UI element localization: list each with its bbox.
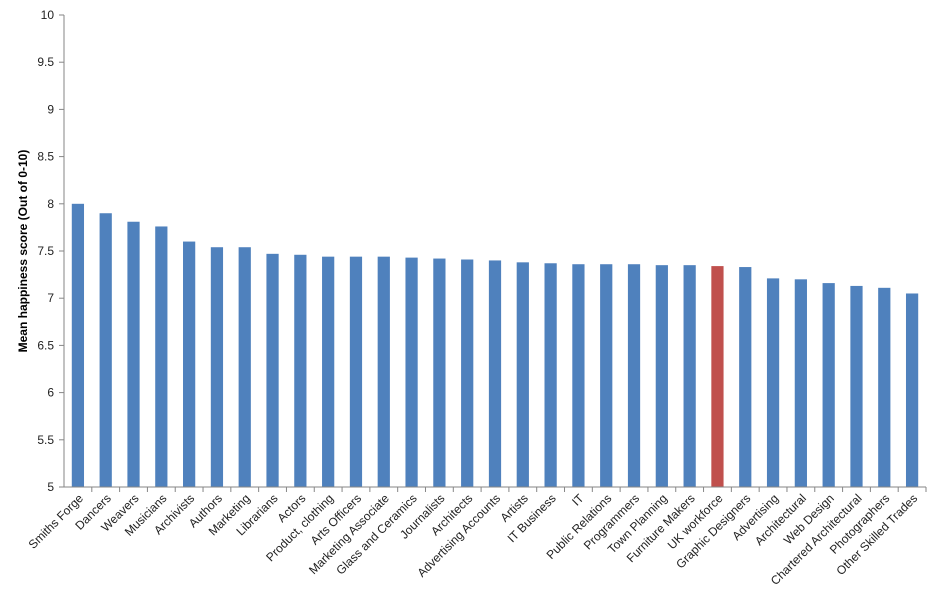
bar — [905, 293, 919, 487]
bar — [544, 263, 557, 487]
y-tick-label: 7.5 — [37, 244, 54, 258]
bar — [377, 256, 390, 487]
bar — [766, 278, 780, 487]
bar — [210, 247, 224, 487]
bar — [572, 264, 585, 487]
bar — [822, 283, 835, 487]
x-tick-label: IT — [569, 491, 587, 509]
bar — [155, 226, 168, 487]
bar — [516, 262, 529, 487]
bar — [322, 256, 335, 487]
bars — [71, 203, 919, 488]
bar — [99, 213, 112, 488]
y-axis: 5 5.5 6 6.5 7 7.5 8 8.5 9 9.5 10 — [37, 8, 65, 494]
bar — [405, 257, 418, 487]
y-tick-label: 6.5 — [37, 338, 54, 352]
y-tick-label: 8.5 — [37, 150, 54, 164]
bar — [711, 266, 724, 487]
bar — [600, 264, 613, 487]
bar — [433, 258, 446, 487]
bar — [683, 265, 696, 487]
y-tick-label: 6 — [47, 386, 54, 400]
bar — [850, 285, 863, 487]
bar — [739, 267, 752, 487]
y-tick-label: 10 — [41, 8, 55, 22]
bar — [627, 264, 641, 487]
bar — [266, 253, 279, 487]
bar — [183, 241, 196, 487]
bar — [71, 203, 85, 488]
y-tick-label: 9.5 — [37, 55, 54, 69]
y-tick-label: 7 — [47, 291, 54, 305]
y-tick-label: 8 — [47, 197, 54, 211]
y-tick-label: 5.5 — [37, 433, 54, 447]
bar — [238, 247, 251, 487]
bar — [294, 254, 307, 487]
bar — [349, 256, 363, 487]
y-tick-label: 9 — [47, 102, 54, 116]
y-axis-title: Mean happiness score (Out of 0-10) — [16, 150, 30, 353]
bar — [127, 221, 140, 488]
bar — [461, 259, 474, 487]
bar — [488, 260, 502, 487]
y-tick-label: 5 — [47, 480, 54, 494]
bar — [878, 287, 891, 487]
bar — [655, 265, 668, 487]
bar — [794, 279, 807, 487]
x-axis: Smiths ForgeDancersWeaversMusiciansArchi… — [26, 486, 927, 588]
